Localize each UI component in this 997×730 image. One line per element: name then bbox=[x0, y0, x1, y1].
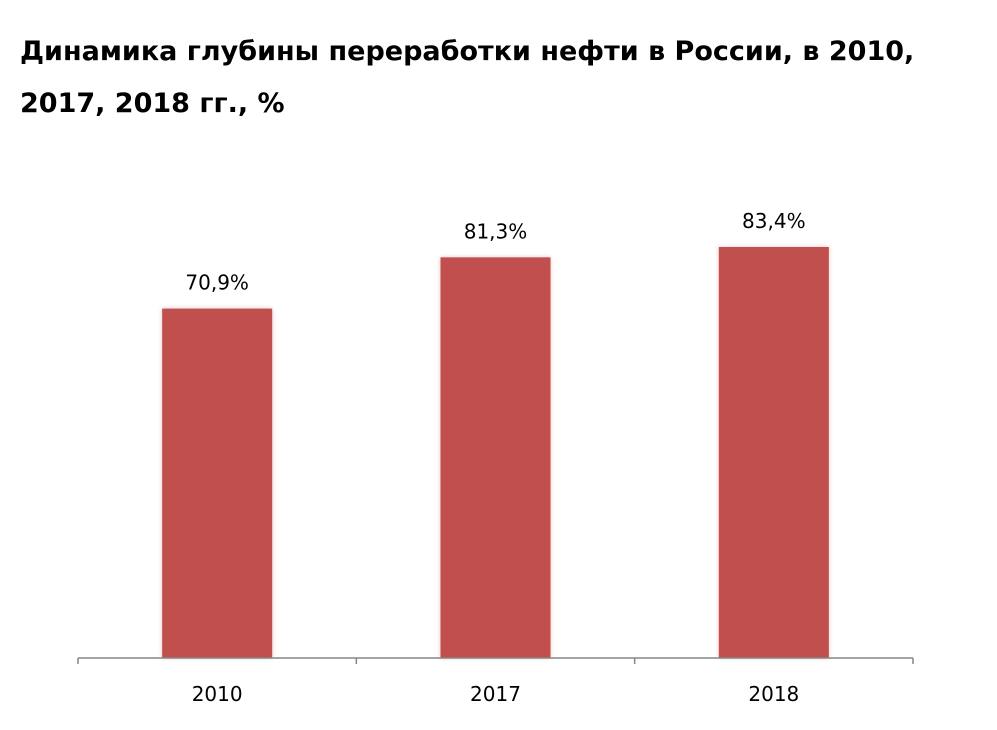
tick-label-2018: 2018 bbox=[748, 682, 799, 706]
bar-2017 bbox=[440, 257, 551, 658]
data-label-2010: 70,9% bbox=[185, 271, 249, 295]
x-axis bbox=[77, 657, 914, 664]
tick-label-2010: 2010 bbox=[192, 682, 243, 706]
data-label-2017: 81,3% bbox=[464, 219, 528, 243]
bar-2018 bbox=[718, 247, 829, 658]
data-labels-layer: 70,9% 81,3% 83,4% bbox=[185, 209, 805, 295]
bar-2010 bbox=[162, 308, 273, 658]
x-tick-labels: 2010 2017 2018 bbox=[192, 682, 800, 706]
chart-title: Динамика глубины переработки нефти в Рос… bbox=[20, 36, 915, 119]
data-label-2018: 83,4% bbox=[742, 209, 806, 233]
tick-label-2017: 2017 bbox=[470, 682, 521, 706]
bars-layer bbox=[162, 247, 829, 658]
